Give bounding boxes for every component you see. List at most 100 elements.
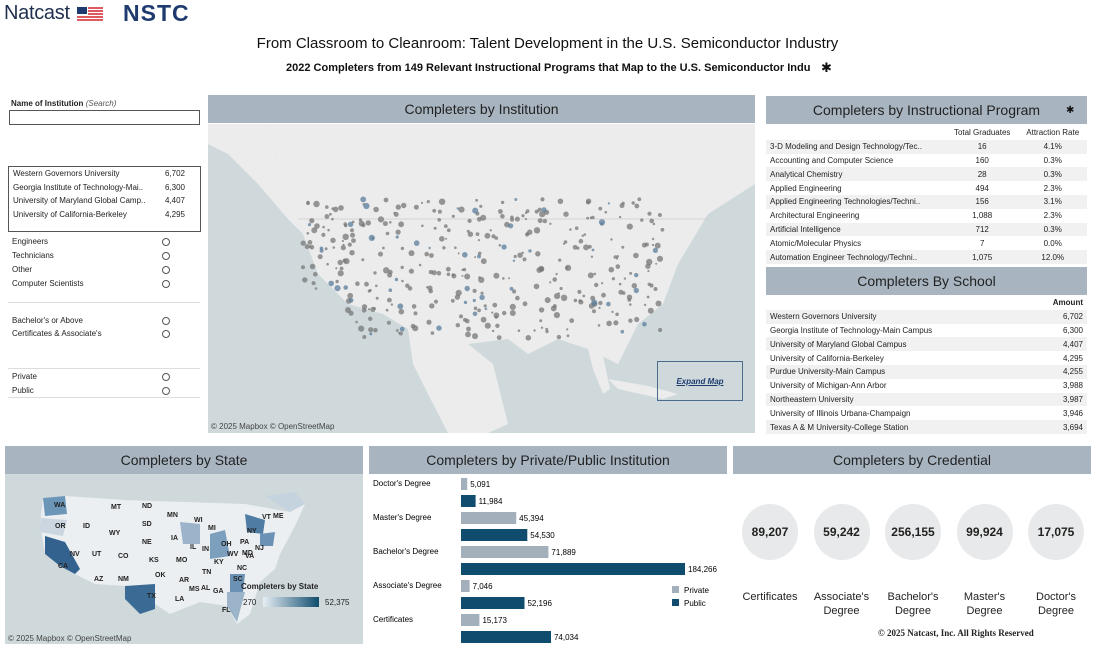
- institution-dot[interactable]: [545, 327, 549, 331]
- institution-dot[interactable]: [643, 303, 647, 307]
- institution-dot[interactable]: [420, 201, 424, 204]
- institution-dot[interactable]: [527, 229, 533, 235]
- institution-dot[interactable]: [651, 243, 655, 247]
- institution-dot[interactable]: [557, 198, 564, 205]
- institution-dot[interactable]: [478, 276, 485, 283]
- institution-dot[interactable]: [598, 206, 603, 211]
- institution-dot[interactable]: [401, 279, 404, 283]
- institution-dot[interactable]: [434, 299, 438, 304]
- institution-dot[interactable]: [338, 205, 344, 211]
- institution-dot[interactable]: [399, 326, 405, 332]
- institution-dot[interactable]: [395, 204, 401, 210]
- institution-dot[interactable]: [629, 303, 632, 306]
- institution-dot[interactable]: [307, 223, 312, 227]
- institution-dot[interactable]: [477, 254, 481, 259]
- institution-dot[interactable]: [393, 211, 396, 214]
- institution-dot[interactable]: [559, 286, 563, 291]
- table-row[interactable]: Analytical Chemistry 28 0.3%: [766, 167, 1087, 182]
- radio-option-bachelors[interactable]: Bachelor's or Above: [12, 316, 170, 325]
- institution-dot[interactable]: [582, 294, 586, 298]
- institution-dot[interactable]: [611, 310, 614, 314]
- radio-option-computer-scientists[interactable]: Computer Scientists: [12, 279, 170, 288]
- institution-dot[interactable]: [512, 289, 517, 294]
- institution-dot[interactable]: [431, 270, 437, 276]
- institution-dot[interactable]: [437, 209, 442, 214]
- institution-dot[interactable]: [510, 215, 514, 220]
- institution-dot[interactable]: [337, 270, 344, 277]
- institution-dot[interactable]: [455, 323, 460, 328]
- institution-dot[interactable]: [515, 295, 520, 301]
- institution-dot[interactable]: [302, 277, 308, 283]
- institution-dot[interactable]: [330, 237, 336, 243]
- institution-dot[interactable]: [362, 203, 365, 206]
- column-total-graduates[interactable]: Total Graduates: [953, 128, 1011, 138]
- institution-dot[interactable]: [563, 211, 569, 217]
- institution-dot[interactable]: [615, 264, 621, 269]
- institution-dot[interactable]: [398, 221, 404, 228]
- institution-dot[interactable]: [501, 244, 507, 250]
- radio-button[interactable]: [162, 265, 170, 274]
- institution-dot[interactable]: [442, 246, 446, 250]
- institution-dot[interactable]: [549, 222, 552, 225]
- institution-dot[interactable]: [552, 277, 557, 282]
- institution-dot[interactable]: [583, 244, 590, 251]
- institution-dot[interactable]: [383, 267, 390, 274]
- institution-dot[interactable]: [477, 251, 482, 256]
- institution-dot[interactable]: [412, 325, 419, 332]
- institution-dot[interactable]: [574, 226, 579, 230]
- institution-dot[interactable]: [454, 246, 457, 249]
- institution-dot[interactable]: [373, 206, 379, 213]
- institution-dot[interactable]: [351, 238, 356, 243]
- table-row[interactable]: Atomic/Molecular Physics 7 0.0%: [766, 236, 1087, 250]
- institution-dot[interactable]: [550, 305, 557, 312]
- institution-dot[interactable]: [464, 273, 471, 280]
- institution-dot[interactable]: [517, 252, 523, 258]
- institution-dot[interactable]: [385, 308, 389, 312]
- institution-dot[interactable]: [378, 251, 383, 257]
- institution-dot[interactable]: [308, 245, 312, 248]
- expand-map-button[interactable]: Expand Map: [657, 361, 743, 401]
- institution-dot[interactable]: [621, 245, 625, 249]
- institution-dot[interactable]: [413, 204, 419, 210]
- institution-dot[interactable]: [466, 326, 471, 332]
- institution-dot[interactable]: [350, 228, 354, 233]
- institution-dot[interactable]: [474, 256, 477, 259]
- institution-dot[interactable]: [348, 310, 354, 316]
- institution-dot[interactable]: [454, 294, 461, 300]
- institution-dot[interactable]: [355, 320, 358, 324]
- institution-dot[interactable]: [618, 282, 622, 286]
- institution-dot[interactable]: [618, 289, 624, 295]
- institution-dot[interactable]: [347, 221, 354, 227]
- institution-dot[interactable]: [618, 215, 622, 219]
- institution-dot[interactable]: [533, 329, 536, 332]
- institution-dot[interactable]: [544, 297, 551, 304]
- institution-dot[interactable]: [480, 258, 487, 265]
- institution-dot[interactable]: [368, 234, 375, 241]
- institution-dot[interactable]: [458, 206, 465, 213]
- institution-dot[interactable]: [590, 295, 596, 301]
- institution-dot[interactable]: [522, 301, 528, 307]
- institution-dot[interactable]: [389, 221, 392, 224]
- table-row[interactable]: Architectural Engineering 1,088 2.3%: [766, 209, 1087, 223]
- table-row[interactable]: Western Governors University 6,702: [766, 309, 1087, 324]
- institution-dot[interactable]: [361, 304, 368, 310]
- institution-dot[interactable]: [652, 222, 656, 226]
- institution-dot[interactable]: [492, 302, 498, 308]
- institution-dot[interactable]: [521, 214, 525, 218]
- institution-dot[interactable]: [360, 196, 367, 203]
- institution-dot[interactable]: [517, 329, 521, 332]
- institution-dot[interactable]: [558, 258, 562, 262]
- radio-button[interactable]: [162, 329, 170, 338]
- institution-dot[interactable]: [344, 223, 348, 228]
- bar-private[interactable]: [461, 614, 480, 626]
- institution-dot[interactable]: [436, 270, 442, 276]
- institution-dot[interactable]: [604, 210, 608, 214]
- institution-dot[interactable]: [398, 331, 403, 336]
- institution-dot[interactable]: [368, 288, 372, 292]
- institution-dot[interactable]: [495, 323, 500, 328]
- institution-dot[interactable]: [361, 258, 365, 262]
- institution-dot[interactable]: [467, 218, 472, 223]
- institution-dot[interactable]: [524, 217, 528, 221]
- institution-dot[interactable]: [475, 198, 478, 202]
- radio-button[interactable]: [162, 279, 170, 288]
